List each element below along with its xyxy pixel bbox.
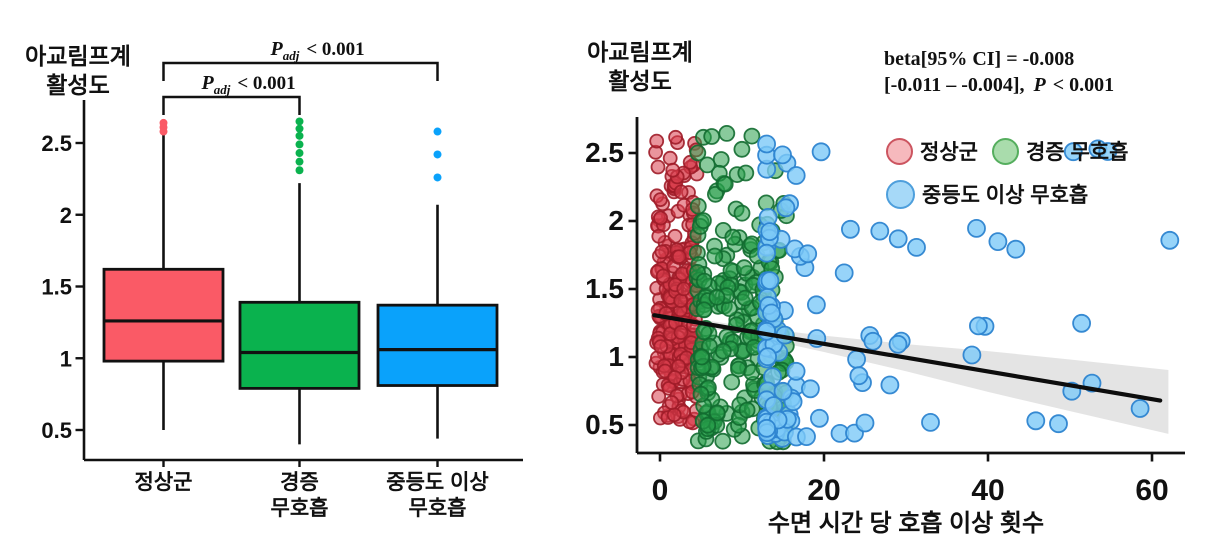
boxplot-category-label: 정상군: [135, 471, 193, 494]
annotation-line1: beta[95% CI] = -0.008: [884, 48, 1075, 70]
boxplot-y-tick-label: 1.5: [41, 275, 72, 300]
outlier-dot: [295, 131, 304, 140]
scatter-x-tick-label: 0: [652, 474, 669, 507]
outlier-dot: [295, 124, 304, 133]
legend-label-moderate: 중등도 이상 무호흡: [922, 184, 1089, 207]
legend-item-normal: 정상군: [886, 136, 978, 166]
annotation-ci: [-0.011 – -0.004],: [884, 74, 1025, 96]
scatter-y-axis-title: 아교림프계 활성도: [587, 39, 693, 94]
significance-bracket: [162, 95, 301, 115]
boxplot-category-label: 중등도 이상 무호흡: [386, 471, 488, 520]
scatter-x-tick-label: 20: [807, 474, 840, 507]
outlier-dot: [295, 117, 304, 126]
significance-bracket: [162, 61, 439, 81]
regression-annotation: beta[95% CI] = -0.008 [-0.011 – -0.004],…: [884, 46, 1114, 98]
legend-marker-normal-icon: [886, 137, 913, 165]
scatter-y-tick-label: 1: [608, 341, 624, 372]
annotation-line2: [-0.011 – -0.004], P < 0.001: [884, 72, 1114, 98]
outlier-dot: [295, 166, 304, 175]
scatter-x-axis-label: 수면 시간 당 호흡 이상 횟수: [767, 510, 1045, 537]
scatter-points-moderate: [757, 134, 1180, 448]
box-2: [376, 127, 499, 439]
boxplot-y-tick-label: 2: [60, 203, 72, 228]
outlier-dot: [295, 157, 304, 166]
scatter-x-tick-label: 60: [1135, 474, 1168, 507]
legend-item-mild-apnea: 경증 무호흡: [991, 136, 1129, 166]
annotation-p-value: < 0.001: [1052, 74, 1115, 96]
boxplot-panel: 2.5 2 1.5 1 0.5 정상군 경증 무호흡 중등도 이상 무호흡 Padj < 0.001 P…: [41, 38, 523, 520]
legend-label-normal: 정상군: [920, 141, 978, 164]
scatter-y-tick-label: 0.5: [585, 409, 624, 440]
outlier-dot: [159, 118, 168, 127]
outlier-dot: [433, 173, 442, 182]
legend-item-moderate-apnea: 중등도 이상 무호흡: [886, 179, 1088, 209]
legend-marker-mild-icon: [991, 137, 1019, 165]
scatter-x-tick-label: 40: [971, 474, 1004, 507]
legend-marker-moderate-icon: [886, 179, 915, 209]
scatter-y-tick-label: 2.5: [585, 137, 624, 168]
regression-line: [652, 313, 1163, 403]
boxplot-y-axis-title: 아교림프계 활성도: [25, 43, 131, 98]
annotation-p-symbol: P: [1033, 74, 1046, 96]
box-0: [102, 118, 225, 430]
outlier-dot: [295, 140, 304, 149]
significance-label: Padj < 0.001: [201, 72, 296, 97]
boxplot-y-tick-label: 0.5: [41, 418, 72, 443]
scatter-panel: 2.5 2 1.5 1 0.5 0 20 40 60: [585, 117, 1185, 507]
boxplot-y-tick-label: 1: [60, 346, 72, 371]
outlier-dot: [295, 149, 304, 158]
box-1: [238, 117, 361, 445]
outlier-dot: [433, 150, 442, 159]
legend: 정상군 경증 무호흡 중등도 이상 무호흡: [886, 136, 1226, 209]
scatter-y-tick-label: 2: [608, 205, 624, 236]
scatter-y-tick-label: 1.5: [585, 273, 624, 304]
legend-label-mild: 경증 무호흡: [1025, 141, 1129, 164]
boxplot-y-tick-label: 2.5: [41, 131, 72, 156]
outlier-dot: [433, 127, 442, 136]
significance-label: Padj < 0.001: [270, 38, 365, 63]
boxplot-category-label: 경증 무호흡: [271, 471, 329, 520]
